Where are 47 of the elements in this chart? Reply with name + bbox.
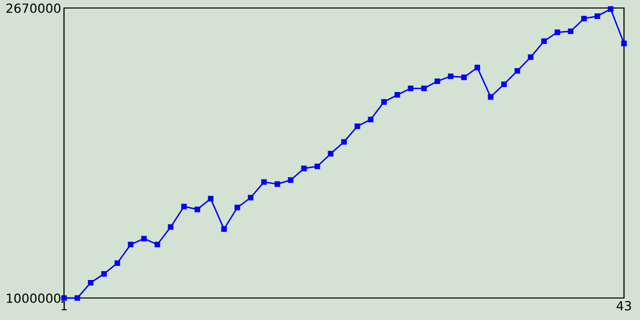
point [594,13,600,19]
point [288,177,294,183]
point [194,206,200,212]
point [314,164,320,170]
point [474,64,480,70]
point [354,123,360,130]
point [488,94,494,100]
point [581,16,587,22]
point [88,280,94,286]
x-tick-label: 43 [616,301,631,310]
point [114,260,120,266]
point [128,242,134,248]
point [408,86,414,92]
point [501,81,507,88]
point [461,74,467,80]
point [421,86,427,92]
point [568,28,574,34]
y-tick-label: 1000000 [6,293,60,303]
point [434,78,440,84]
point [368,116,374,122]
point [141,236,147,242]
point [621,40,627,46]
point [74,295,80,301]
point [261,179,267,185]
point [541,38,547,44]
point [528,54,534,60]
x-tick-label: 1 [61,301,67,310]
point [221,226,227,232]
point [394,92,400,98]
point [168,224,174,230]
point [234,204,240,210]
point [301,166,307,172]
point [181,204,187,210]
point [208,196,214,202]
point [328,150,334,156]
point [448,73,454,80]
point [554,30,560,36]
point [274,181,280,187]
point [341,139,347,145]
y-tick-label: 2670000 [6,3,60,13]
point [381,99,387,105]
point [608,6,614,12]
point [514,68,520,74]
point [154,242,160,248]
point [61,295,67,301]
point [101,271,107,277]
point [248,194,254,200]
